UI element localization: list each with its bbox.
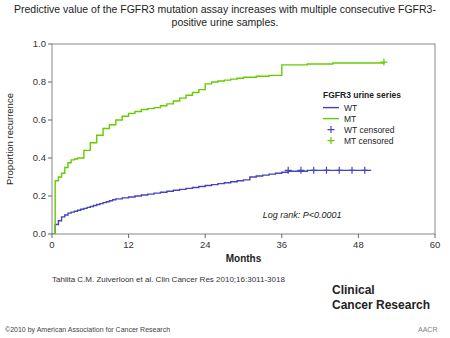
- journal-name: Clinical: [332, 283, 375, 297]
- censored-mark: [380, 59, 387, 66]
- x-tick-label: 60: [430, 239, 441, 250]
- censored-mark: [349, 167, 356, 174]
- x-tick: [358, 234, 359, 238]
- censored-mark: [310, 167, 317, 174]
- legend-label: MT censored: [344, 136, 394, 146]
- y-tick-label: 0.6: [33, 114, 46, 125]
- legend-label: WT: [344, 103, 357, 113]
- legend-label: WT censored: [344, 125, 395, 135]
- legend-swatch: [328, 137, 335, 144]
- plot-area: [52, 59, 387, 234]
- y-axis: 0.0 0.2 0.4 0.6 0.8 1.0: [33, 38, 52, 239]
- logo-text: AACR: [418, 326, 437, 333]
- copyright: ©2010 by American Association for Cancer…: [5, 326, 170, 334]
- legend-label: MT: [344, 114, 356, 124]
- censored-mark: [285, 167, 292, 174]
- legend: FGFR3 urine series WTMTWT censoredMT cens…: [323, 90, 401, 146]
- y-tick: [48, 44, 52, 45]
- y-tick-label: 0.0: [33, 228, 46, 239]
- y-tick: [48, 158, 52, 159]
- y-axis-label: Proportion recurrence: [4, 93, 15, 185]
- x-tick-label: 12: [123, 239, 134, 250]
- step-line: [52, 170, 371, 234]
- step-line: [52, 62, 384, 234]
- y-tick: [48, 82, 52, 83]
- chart: Predictive value of the FGFR3 mutation a…: [0, 0, 450, 338]
- censored-mark: [323, 167, 330, 174]
- y-tick-label: 0.2: [33, 190, 46, 201]
- y-tick-label: 1.0: [33, 38, 46, 49]
- legend-swatch: [323, 118, 339, 119]
- x-tick-label: 24: [200, 239, 211, 250]
- background: [0, 0, 450, 338]
- x-axis-label: Months: [226, 253, 262, 264]
- annotation: Log rank: P<0.0001: [263, 210, 342, 220]
- x-tick: [281, 234, 282, 238]
- legend-title: FGFR3 urine series: [323, 90, 401, 100]
- x-tick-label: 48: [353, 239, 364, 250]
- x-tick-label: 0: [49, 239, 54, 250]
- y-tick: [48, 196, 52, 197]
- x-tick: [52, 234, 53, 238]
- legend-swatch: [323, 107, 339, 108]
- y-tick: [48, 234, 52, 235]
- legend-swatch: [328, 126, 335, 133]
- y-tick-label: 0.8: [33, 76, 46, 87]
- plot-frame: [52, 44, 435, 234]
- x-axis: 0 12 24 36 48 60: [49, 234, 440, 250]
- y-tick: [48, 120, 52, 121]
- citation: Tahlita C.M. Zuiverloon et al. Clin Canc…: [52, 275, 285, 284]
- y-tick-label: 0.4: [33, 152, 46, 163]
- x-tick: [205, 234, 206, 238]
- title: Predictive value of the FGFR3 mutation a…: [14, 3, 436, 28]
- censored-mark: [297, 167, 304, 174]
- censored-mark: [336, 167, 343, 174]
- x-tick-label: 36: [277, 239, 288, 250]
- journal-name: Cancer Research: [332, 298, 430, 312]
- censored-mark: [361, 167, 368, 174]
- x-tick: [435, 234, 436, 238]
- x-tick: [128, 234, 129, 238]
